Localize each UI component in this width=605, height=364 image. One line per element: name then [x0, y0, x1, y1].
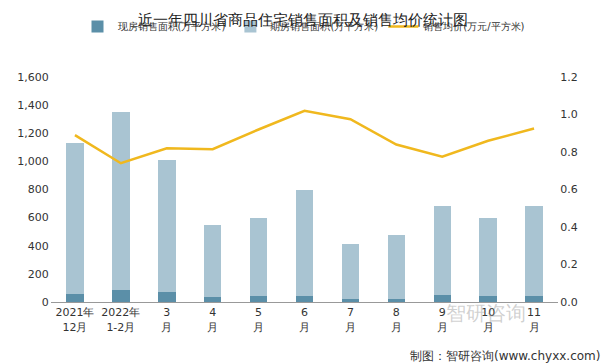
svg-text:0.2: 0.2 [560, 258, 578, 271]
svg-text:8月: 8月 [391, 306, 402, 333]
svg-text:5月: 5月 [253, 306, 264, 333]
svg-text:0.6: 0.6 [560, 183, 578, 196]
svg-text:1,000: 1,000 [17, 155, 49, 168]
svg-text:1,200: 1,200 [17, 127, 49, 140]
svg-text:800: 800 [28, 183, 49, 196]
svg-text:期房销售面积(万平方米): 期房销售面积(万平方米) [270, 21, 378, 32]
svg-text:制图：智研咨询(www.chyxx.com): 制图：智研咨询(www.chyxx.com) [410, 349, 600, 363]
svg-text:3月: 3月 [161, 306, 172, 333]
svg-text:400: 400 [28, 240, 49, 253]
svg-text:0.4: 0.4 [560, 221, 578, 234]
svg-text:2021年12月: 2021年12月 [55, 306, 94, 333]
svg-text:1.2: 1.2 [560, 71, 578, 84]
svg-text:7月: 7月 [345, 306, 356, 333]
svg-text:销售均价(万元/平方米): 销售均价(万元/平方米) [422, 21, 524, 32]
svg-text:1,600: 1,600 [17, 71, 49, 84]
svg-text:6月: 6月 [299, 306, 310, 333]
svg-text:10月: 10月 [481, 306, 495, 333]
svg-text:1,400: 1,400 [17, 99, 49, 112]
svg-text:9月: 9月 [437, 306, 448, 333]
svg-text:近一年四川省商品住宅销售面积及销售均价统计图: 近一年四川省商品住宅销售面积及销售均价统计图 [138, 11, 468, 29]
svg-text:现房销售面积(万平方米): 现房销售面积(万平方米) [118, 21, 226, 32]
svg-text:200: 200 [28, 268, 49, 281]
svg-text:1.0: 1.0 [560, 108, 578, 121]
svg-text:11月: 11月 [527, 306, 541, 333]
svg-text:2022年1-2月: 2022年1-2月 [101, 306, 140, 333]
svg-text:600: 600 [28, 211, 49, 224]
svg-text:4月: 4月 [207, 306, 218, 333]
svg-text:0.8: 0.8 [560, 146, 578, 159]
svg-text:0: 0 [42, 296, 49, 309]
svg-text:0.0: 0.0 [560, 296, 578, 309]
svg-text:智研咨询: 智研咨询 [446, 301, 526, 325]
